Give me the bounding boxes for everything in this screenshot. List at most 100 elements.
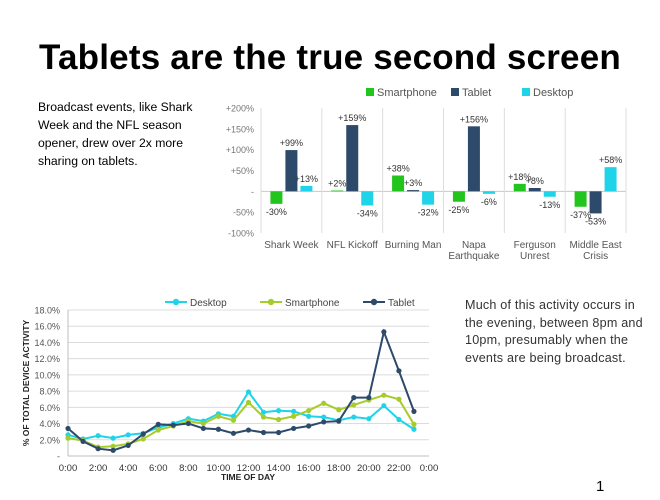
line-point-tablet <box>366 395 372 401</box>
bar-data-label: +38% <box>386 164 409 174</box>
line-point-smartphone <box>215 413 222 419</box>
bar-ytick-label: +200% <box>226 104 254 114</box>
bar-data-label: +3% <box>404 178 422 188</box>
line-point-desktop <box>306 413 312 419</box>
line-legend-label-smartphone: Smartphone <box>285 298 340 309</box>
line-point-tablet <box>155 421 161 427</box>
bar-ytick-label: -50% <box>233 208 254 218</box>
line-legend-marker-tablet <box>370 298 378 306</box>
line-xtick-label: 6:00 <box>149 463 168 474</box>
line-xtick-label: 20:00 <box>357 463 381 474</box>
line-point-smartphone <box>291 413 297 419</box>
line-point-desktop <box>321 414 327 420</box>
line-point-tablet <box>215 426 222 432</box>
line-point-smartphone <box>411 421 417 427</box>
line-point-desktop <box>291 408 297 414</box>
line-ytick-label: 6.0% <box>39 403 60 413</box>
line-point-tablet <box>306 423 312 429</box>
bar-data-label: +58% <box>599 155 622 165</box>
bar-desktop-middle-east-crisis <box>604 167 617 192</box>
bar-data-label: -34% <box>357 209 378 219</box>
bar-data-label: +156% <box>460 114 488 124</box>
bar-tablet-nfl-kickoff <box>346 125 359 192</box>
line-point-tablet <box>95 446 101 452</box>
line-point-tablet <box>381 329 387 335</box>
bar-data-label: -25% <box>448 205 469 215</box>
line-point-smartphone <box>306 407 312 414</box>
line-point-smartphone <box>351 402 357 408</box>
line-point-desktop <box>110 435 116 441</box>
bar-data-label: -30% <box>266 207 287 217</box>
line-point-smartphone <box>381 392 387 398</box>
line-xtick-label: 16:00 <box>297 463 321 474</box>
bar-desktop-nfl-kickoff <box>361 191 374 206</box>
line-legend-marker-desktop <box>172 298 180 306</box>
line-ytick-label: 16.0% <box>34 322 60 332</box>
bar-smartphone-shark-week <box>270 191 283 204</box>
line-point-smartphone <box>230 417 237 423</box>
line-point-desktop <box>411 426 417 432</box>
bar-tablet-middle-east-crisis <box>589 191 602 214</box>
line-point-tablet <box>260 429 267 436</box>
bar-data-label: +159% <box>338 113 366 123</box>
line-point-desktop <box>260 409 267 415</box>
line-point-smartphone <box>336 407 342 413</box>
line-legend-label-desktop: Desktop <box>190 298 227 309</box>
line-xtick-label: 4:00 <box>119 463 138 474</box>
line-point-smartphone <box>110 443 116 449</box>
line-point-desktop <box>125 432 131 438</box>
line-point-tablet <box>110 447 116 453</box>
bottom-note: Much of this activity occurs in the even… <box>465 298 643 365</box>
bar-data-label: -37% <box>570 210 591 220</box>
bar-legend-swatch-desktop <box>522 88 530 96</box>
page-number: 1 <box>596 478 605 495</box>
bar-tablet-napa-earthquake <box>467 126 480 192</box>
line-point-tablet <box>396 368 402 374</box>
line-ytick-label: 10.0% <box>34 370 60 380</box>
line-point-tablet <box>170 422 176 428</box>
bar-data-label: -13% <box>539 200 560 210</box>
line-ytick-label: 4.0% <box>39 419 60 429</box>
bar-ytick-label: +150% <box>226 124 254 134</box>
bar-smartphone-burning-man <box>392 175 405 192</box>
line-point-tablet <box>336 418 342 424</box>
line-y-axis-title: % OF TOTAL DEVICE ACTIVITY <box>21 320 31 447</box>
line-point-desktop <box>351 414 357 420</box>
line-point-desktop <box>366 416 372 422</box>
line-point-smartphone <box>396 396 402 402</box>
line-xtick-label: 12:00 <box>237 463 261 474</box>
bar-legend-label-tablet: Tablet <box>462 87 491 99</box>
top-note: Broadcast events, like Shark Week and th… <box>38 100 193 168</box>
line-point-desktop <box>396 416 402 423</box>
bar-desktop-ferguson-unrest <box>543 191 556 197</box>
bar-category-label: Middle East <box>569 240 621 251</box>
bar-data-label: -6% <box>481 197 497 207</box>
bar-data-label: +13% <box>295 174 318 184</box>
line-point-smartphone <box>260 414 267 420</box>
line-point-tablet <box>291 425 297 432</box>
bar-smartphone-ferguson-unrest <box>513 183 526 192</box>
bar-desktop-shark-week <box>300 185 313 192</box>
line-point-smartphone <box>245 399 252 406</box>
line-point-smartphone <box>321 400 327 406</box>
bar-legend-label-desktop: Desktop <box>533 87 573 99</box>
line-point-smartphone <box>65 435 71 441</box>
line-ytick-label: - <box>57 452 60 462</box>
bar-category-label: Napa <box>462 240 486 251</box>
bar-data-label: -32% <box>418 208 439 218</box>
line-ytick-label: 2.0% <box>39 435 60 445</box>
line-xtick-label: 22:00 <box>387 463 411 474</box>
line-point-tablet <box>275 429 282 436</box>
bar-desktop-burning-man <box>422 191 435 205</box>
line-point-tablet <box>230 430 237 436</box>
bar-ytick-label: - <box>251 187 254 197</box>
line-xtick-label: 0:00 <box>59 463 78 474</box>
line-point-desktop <box>245 389 252 395</box>
line-xtick-label: 0:00 <box>420 463 439 474</box>
line-legend-label-tablet: Tablet <box>388 298 415 309</box>
line-point-desktop <box>275 407 282 414</box>
bar-data-label: +8% <box>526 176 544 186</box>
bar-legend-label-smartphone: Smartphone <box>377 87 437 99</box>
bar-legend-swatch-tablet <box>451 88 459 96</box>
